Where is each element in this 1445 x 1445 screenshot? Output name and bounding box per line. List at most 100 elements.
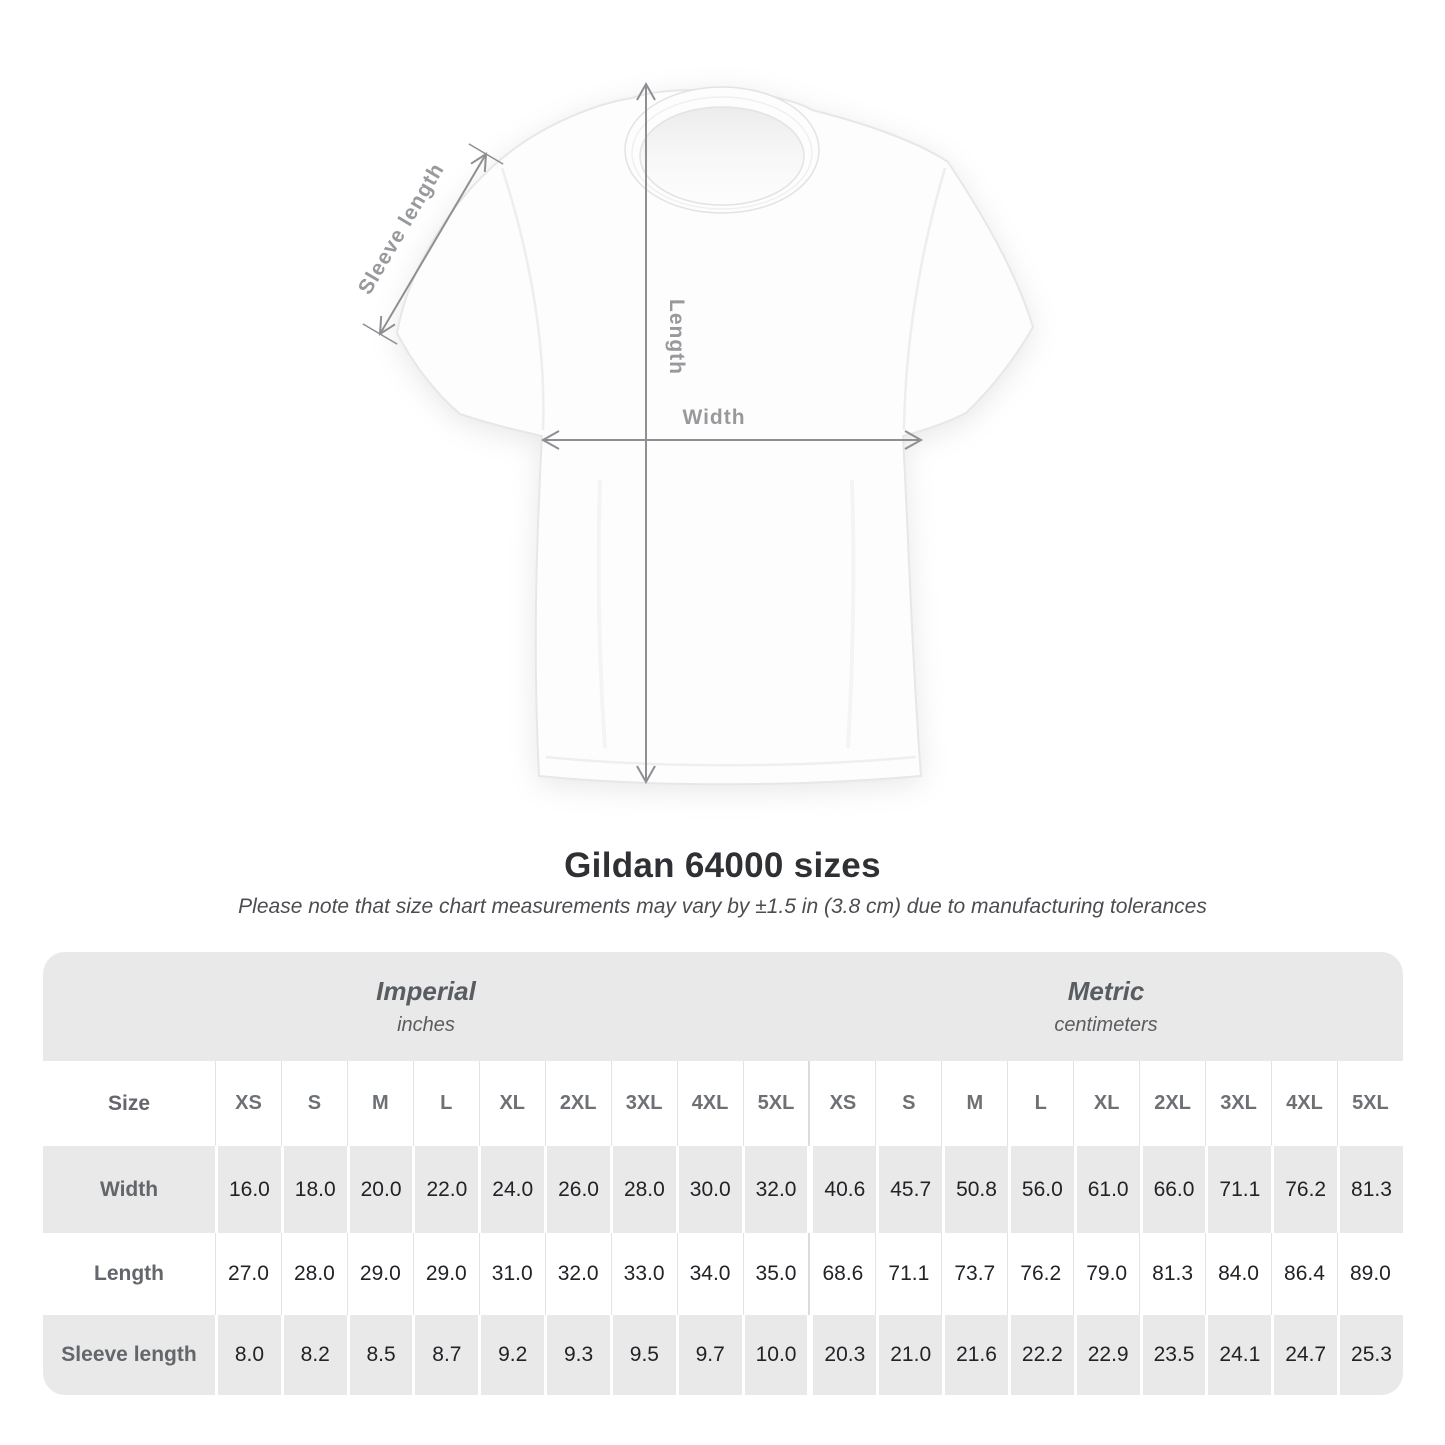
collar [624,86,820,214]
value-cell: 24.1 [1205,1315,1271,1395]
tshirt-graphic [395,86,1035,786]
value-cell: 10.0 [741,1315,808,1395]
size-header-cell: L [412,1061,479,1146]
imperial-band: Imperial inches [43,952,809,1061]
row-label: Length [94,1262,164,1285]
value-cell: 24.7 [1271,1315,1337,1395]
value-cell: 9.5 [609,1315,676,1395]
shirt-measurement-figure: Sleeve length Length Width [354,81,1035,786]
size-header-cell: S [875,1061,941,1146]
value-cell: 29.0 [346,1233,413,1315]
value-cell: 71.1 [1205,1146,1271,1233]
row-length: Length 27.0 28.0 29.0 29.0 31.0 32.0 33.0 34.0 35… [43,1233,1403,1315]
length-label: Length [665,299,688,375]
hem-stitch [545,755,917,767]
size-header-cell: 5XL [742,1061,809,1146]
value-cell: 9.3 [544,1315,610,1395]
value-cell: 8.2 [280,1315,347,1395]
value-cell: 31.0 [478,1233,545,1315]
neck-opening [640,107,804,205]
value-cell: 25.3 [1337,1315,1403,1395]
value-cell: 34.0 [676,1233,743,1315]
value-cell: 73.7 [941,1233,1007,1315]
size-header-cell: 3XL [1205,1061,1271,1146]
value-cell: 22.2 [1007,1315,1074,1395]
sleeve-length-arrow [362,143,504,345]
value-cell: 23.5 [1139,1315,1206,1395]
value-cell: 33.0 [610,1233,677,1315]
value-cell: 81.3 [1139,1233,1205,1315]
size-header-cell: XL [478,1061,545,1146]
value-cell: 22.9 [1073,1315,1140,1395]
width-label: Width [682,406,745,429]
size-header-cell: 3XL [610,1061,677,1146]
size-header-cell: L [1007,1061,1073,1146]
value-cell: 16.0 [215,1146,281,1233]
size-column-header: Size [107,1091,151,1115]
size-header-cell: XS [215,1061,281,1146]
row-label: Width [99,1177,159,1201]
value-cell: 9.7 [675,1315,742,1395]
value-cell: 20.3 [807,1315,876,1395]
right-armhole-seam [902,167,947,431]
collar-stitch [631,96,813,210]
value-cell: 21.6 [942,1315,1008,1395]
fold-line-right [846,479,856,749]
size-table: Imperial inches Metric centimeters Size X… [43,952,1403,1395]
value-cell: 84.0 [1205,1233,1271,1315]
size-header-cell: M [941,1061,1007,1146]
value-cell: 28.0 [609,1146,676,1233]
value-cell: 35.0 [742,1233,809,1315]
size-header-cell: 2XL [1139,1061,1205,1146]
value-cell: 24.0 [478,1146,544,1233]
size-header-cell: 2XL [544,1061,611,1146]
width-arrow [540,430,924,450]
value-cell: 9.2 [478,1315,544,1395]
value-cell: 21.0 [876,1315,942,1395]
value-cell: 50.8 [942,1146,1008,1233]
value-cell: 28.0 [280,1233,347,1315]
value-cell: 86.4 [1271,1233,1337,1315]
length-arrow [636,81,656,785]
size-header-cell: S [280,1061,347,1146]
size-header-cell: 5XL [1336,1061,1403,1146]
value-cell: 61.0 [1073,1146,1140,1233]
page-subtitle: Please note that size chart measurements… [238,895,1207,918]
row-label: Sleeve length [61,1343,197,1366]
value-cell: 40.6 [807,1146,876,1233]
value-cell: 29.0 [412,1233,479,1315]
value-cell: 32.0 [741,1146,808,1233]
value-cell: 76.2 [1007,1233,1073,1315]
row-sleeve: Sleeve length 8.0 8.2 8.5 8.7 9.2 9.3 9.5 9.7 10.… [43,1315,1403,1395]
metric-band-title: Metric [1067,976,1145,1006]
row-width: Width 16.0 18.0 20.0 22.0 24.0 26.0 28.0 30.0 32.… [43,1146,1403,1233]
fold-line-left [596,479,607,749]
size-header-cell: 4XL [676,1061,743,1146]
value-cell: 56.0 [1007,1146,1074,1233]
unit-band-row: Imperial inches Metric centimeters [43,952,1403,1061]
imperial-band-title: Imperial [376,976,476,1006]
value-cell: 66.0 [1139,1146,1206,1233]
size-header-cell: 4XL [1271,1061,1337,1146]
size-header-cell: M [346,1061,413,1146]
value-cell: 79.0 [1073,1233,1139,1315]
tshirt-body [395,88,1035,786]
value-cell: 32.0 [544,1233,611,1315]
metric-band-unit: centimeters [1054,1014,1158,1036]
value-cell: 30.0 [675,1146,742,1233]
value-cell: 8.5 [346,1315,413,1395]
size-header-cell: XS [808,1061,875,1146]
size-header-cell: XL [1073,1061,1139,1146]
metric-band: Metric centimeters [809,952,1403,1061]
value-cell: 89.0 [1336,1233,1403,1315]
value-cell: 8.7 [412,1315,478,1395]
value-cell: 20.0 [346,1146,413,1233]
value-cell: 71.1 [875,1233,941,1315]
size-header-row: Size XS S M L XL 2XL 3XL 4XL 5XL XS S M L XL 2XL 3XL 4XL 5… [43,1061,1403,1146]
value-cell: 18.0 [280,1146,347,1233]
value-cell: 8.0 [215,1315,281,1395]
imperial-band-unit: inches [397,1014,455,1036]
value-cell: 22.0 [412,1146,478,1233]
value-cell: 76.2 [1271,1146,1337,1233]
value-cell: 26.0 [544,1146,610,1233]
